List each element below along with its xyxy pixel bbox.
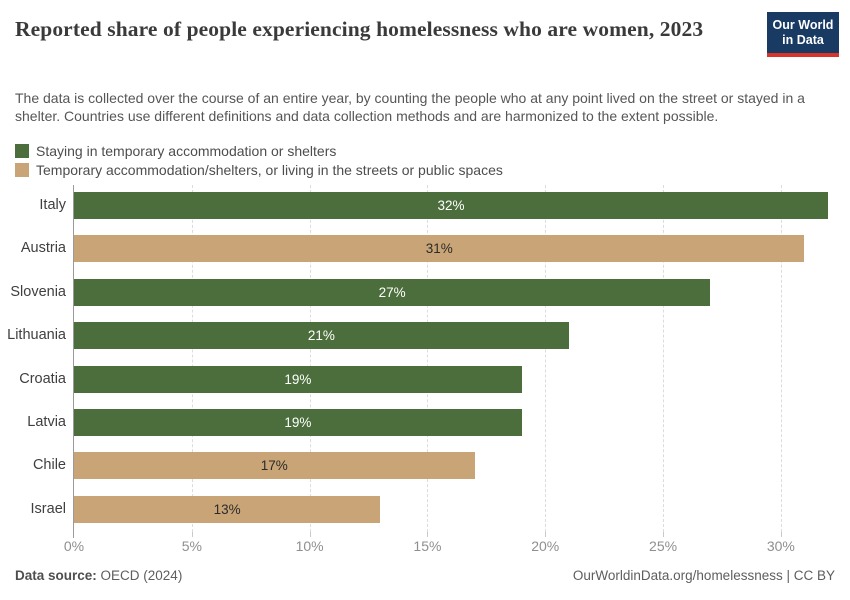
bar-lithuania[interactable]: 21%	[74, 322, 569, 350]
bar-israel[interactable]: 13%	[74, 495, 381, 523]
legend-item-shelters: Staying in temporary accommodation or sh…	[15, 141, 503, 160]
gridline-25%	[663, 185, 665, 532]
category-label-chile[interactable]: Chile	[32, 457, 66, 474]
x-tick-label: 5%	[181, 538, 202, 554]
category-label-lithuania[interactable]: Lithuania	[7, 327, 66, 344]
bar-chile[interactable]: 17%	[74, 452, 475, 480]
gridline-10%	[309, 185, 311, 532]
data-source-label: Data source:	[15, 568, 97, 583]
x-tick-mark	[427, 532, 429, 537]
bar-value-label: 32%	[437, 198, 465, 213]
category-label-slovenia[interactable]: Slovenia	[10, 283, 66, 300]
category-label-croatia[interactable]: Croatia	[19, 370, 66, 387]
bar-austria[interactable]: 31%	[74, 235, 805, 263]
legend-item-streets: Temporary accommodation/shelters, or liv…	[15, 160, 503, 179]
bar-value-label: 19%	[284, 371, 312, 387]
plot-area: 0% 5% 10% 15% 20% 25% 30% 32% 31% 27% 21% 19% 19% 17%…	[64, 185, 828, 554]
bar-slovenia[interactable]: 27%	[74, 278, 711, 306]
x-tick-mark	[191, 532, 193, 537]
x-tick-label: 0%	[63, 538, 85, 554]
owid-logo-line2: in Data	[782, 33, 824, 47]
legend-swatch-tan-icon	[15, 162, 29, 177]
gridline-5%	[191, 185, 193, 532]
x-tick-label: 15%	[413, 538, 442, 554]
x-tick-label: 30%	[766, 538, 795, 554]
legend: Staying in temporary accommodation or sh…	[15, 141, 503, 179]
x-tick-label: 20%	[531, 538, 560, 554]
category-label-latvia[interactable]: Latvia	[27, 414, 66, 430]
bar-italy[interactable]: 32%	[74, 192, 828, 219]
x-tick-mark	[545, 532, 547, 537]
owid-logo[interactable]: Our World in Data	[767, 12, 839, 57]
y-axis-line	[73, 185, 74, 538]
x-tick-mark	[663, 532, 665, 537]
bar-value-label: 21%	[307, 328, 335, 344]
bar-croatia[interactable]: 19%	[74, 365, 522, 393]
data-source: Data source: OECD (2024)	[15, 568, 182, 583]
x-tick-label: 10%	[295, 538, 324, 554]
bar-value-label: 13%	[213, 501, 241, 517]
owid-logo-line1: Our World	[772, 18, 834, 32]
legend-label-streets: Temporary accommodation/shelters, or liv…	[36, 161, 503, 178]
chart-title: Reported share of people experiencing ho…	[15, 17, 704, 41]
bar-value-label: 31%	[425, 241, 453, 257]
chart-footer: Data source: OECD (2024) OurWorldinData.…	[15, 568, 835, 583]
legend-label-shelters: Staying in temporary accommodation or sh…	[36, 142, 337, 159]
bar-chart: Italy Austria Slovenia Lithuania Croatia Latv…	[0, 185, 850, 565]
bar-value-label: 27%	[378, 284, 406, 300]
license-link[interactable]: OurWorldinData.org/homelessness | CC BY	[572, 568, 835, 583]
gridline-15%	[427, 185, 429, 532]
x-tick-label: 25%	[649, 538, 678, 554]
legend-swatch-green-icon	[15, 143, 29, 158]
category-label-italy[interactable]: Italy	[39, 197, 66, 213]
chart-subtitle: The data is collected over the course of…	[15, 90, 805, 124]
category-label-austria[interactable]: Austria	[20, 240, 66, 257]
gridline-20%	[545, 185, 547, 532]
bar-value-label: 17%	[260, 458, 288, 474]
x-tick-mark	[780, 532, 782, 537]
data-source-value: OECD (2024)	[96, 568, 183, 583]
x-tick-mark	[309, 532, 311, 537]
bar-latvia[interactable]: 19%	[74, 409, 522, 436]
bar-value-label: 19%	[284, 415, 312, 430]
gridline-30%	[780, 185, 782, 532]
category-label-israel[interactable]: Israel	[30, 500, 66, 517]
